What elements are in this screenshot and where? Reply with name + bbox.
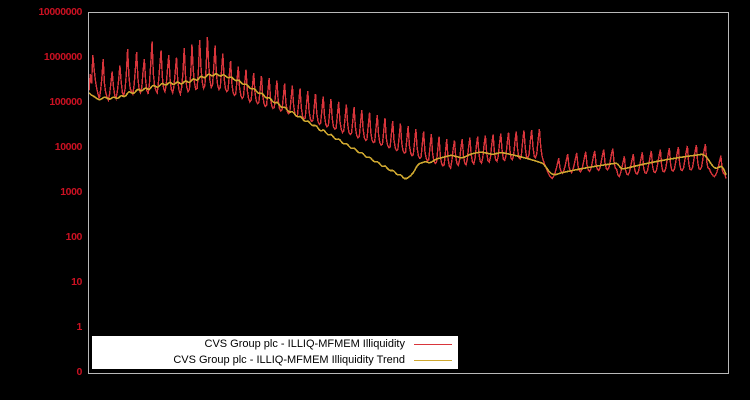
y-tick-label: 10 bbox=[71, 276, 82, 288]
y-axis: 10000000 1000000 100000 10000 1000 100 1… bbox=[0, 0, 82, 400]
legend: CVS Group plc - ILLIQ-MFMEM Illiquidity … bbox=[92, 336, 458, 369]
series-canvas bbox=[89, 36, 727, 180]
legend-entry-illiquidity: CVS Group plc - ILLIQ-MFMEM Illiquidity bbox=[92, 336, 458, 352]
series-line-illiquidity-trend bbox=[89, 73, 727, 180]
y-tick-label: 1000000 bbox=[43, 51, 82, 63]
series-line-illiquidity bbox=[89, 36, 727, 180]
legend-entry-illiquidity-trend: CVS Group plc - ILLIQ-MFMEM Illiquidity … bbox=[92, 352, 458, 368]
y-tick-label: 1000 bbox=[60, 186, 82, 198]
y-tick-label: 100000 bbox=[49, 96, 82, 108]
y-tick-label: 1 bbox=[76, 321, 83, 333]
y-tick-label: 10000000 bbox=[38, 6, 82, 18]
y-tick-label: 10000 bbox=[54, 141, 83, 153]
legend-label: CVS Group plc - ILLIQ-MFMEM Illiquidity bbox=[204, 338, 406, 350]
y-tick-label: 0 bbox=[76, 366, 83, 378]
plot-area bbox=[88, 12, 729, 374]
legend-line-swatch-icon bbox=[414, 343, 452, 345]
legend-label: CVS Group plc - ILLIQ-MFMEM Illiquidity … bbox=[173, 354, 405, 366]
plot-inner bbox=[89, 13, 728, 373]
legend-line-swatch-icon bbox=[414, 359, 452, 361]
y-tick-label: 100 bbox=[65, 231, 83, 243]
